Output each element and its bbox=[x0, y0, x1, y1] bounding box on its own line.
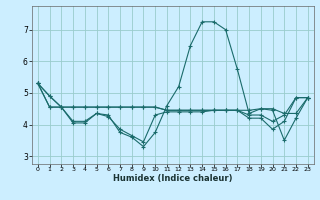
X-axis label: Humidex (Indice chaleur): Humidex (Indice chaleur) bbox=[113, 174, 233, 183]
